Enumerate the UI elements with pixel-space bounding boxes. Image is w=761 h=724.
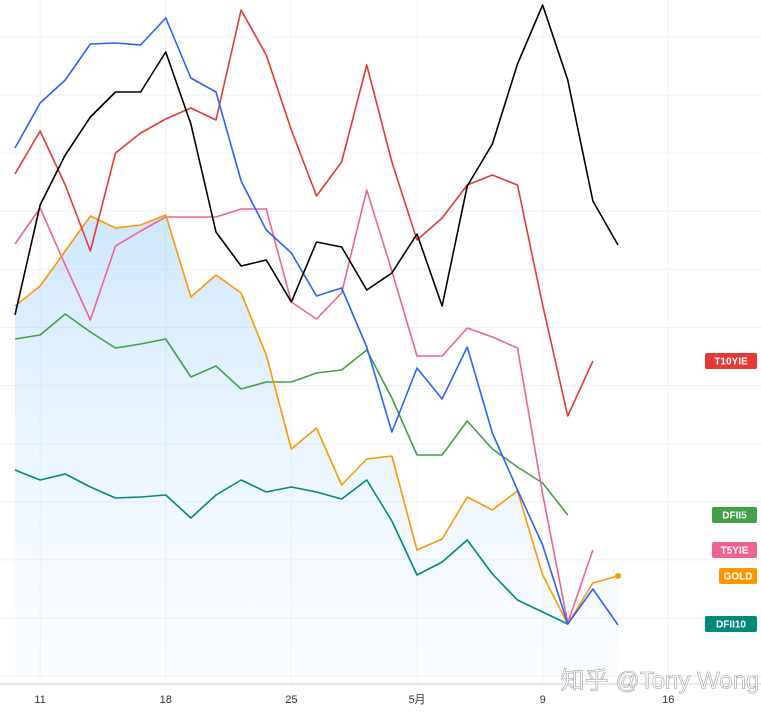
series-tag (712, 542, 757, 558)
area (15, 215, 618, 676)
series-tag (719, 568, 757, 584)
x-tick-label: 9 (540, 694, 546, 706)
x-tick-label: 16 (662, 694, 674, 706)
x-tick-label: 5月 (408, 694, 425, 706)
watermark: 知乎 @Tony Wong (561, 667, 760, 694)
series-tag (712, 507, 757, 523)
series-tag-label: T10YIE (714, 357, 748, 368)
x-tick-label: 25 (285, 694, 297, 706)
series-line (14, 9, 594, 417)
series-tag-label: GOLD (724, 572, 753, 583)
x-tick-label: 11 (34, 694, 45, 706)
series-tag (705, 353, 757, 369)
series-line (14, 313, 569, 516)
series-line (14, 189, 594, 624)
series-tag (705, 616, 757, 632)
series-tag-label: DFII5 (722, 511, 747, 522)
series-tag-label: T5YIE (721, 546, 749, 557)
series-tag-label: DFII10 (716, 620, 746, 631)
end-dot (615, 573, 621, 579)
series-line (14, 17, 619, 626)
series-line (14, 4, 619, 316)
x-tick-label: 18 (160, 694, 172, 706)
series-line (14, 469, 569, 625)
